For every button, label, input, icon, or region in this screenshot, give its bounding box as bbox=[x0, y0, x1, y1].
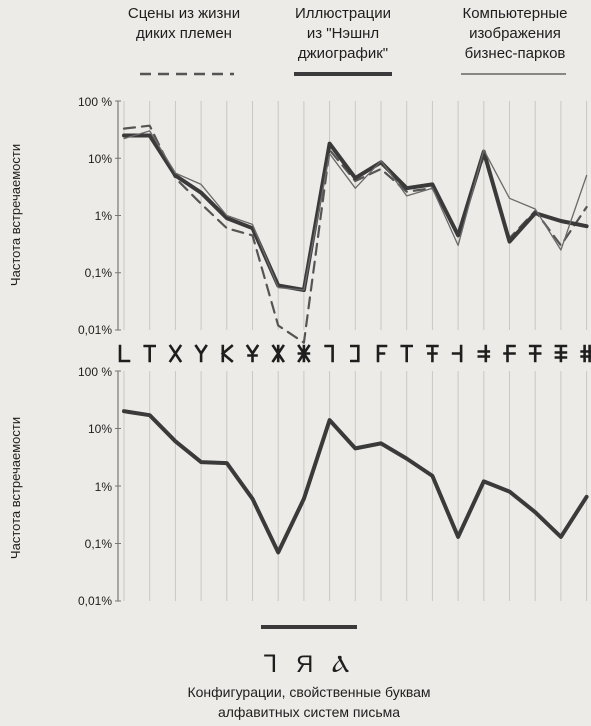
top-chart: 100 % 10% 1% 0,1% 0,01% Частота встречае… bbox=[8, 95, 591, 363]
legend-label-2-line-1: Иллюстрации bbox=[295, 5, 391, 22]
bottom-legend-line-1: Конфигурации, свойственные буквам bbox=[187, 684, 430, 700]
legend-label-3-line-2: изображения bbox=[469, 25, 561, 42]
top-ytick-100: 100 % bbox=[78, 95, 112, 109]
category-glyph-18 bbox=[554, 344, 568, 363]
category-glyph-17 bbox=[528, 344, 542, 363]
top-ytick-1: 1% bbox=[95, 209, 113, 223]
bottom-ytick-10: 10% bbox=[88, 422, 112, 436]
top-series-line-3 bbox=[123, 130, 588, 291]
bottom-ytick-1: 1% bbox=[95, 480, 113, 494]
category-glyph-6 bbox=[245, 344, 260, 363]
bottom-grid bbox=[115, 370, 588, 602]
category-glyph-9 bbox=[324, 344, 334, 363]
bottom-ytick-100: 100 % bbox=[78, 365, 112, 379]
bottom-series-line-1 bbox=[122, 409, 589, 555]
category-glyph-4 bbox=[194, 344, 208, 363]
category-glyph-13 bbox=[426, 344, 439, 363]
top-series bbox=[122, 124, 589, 344]
category-glyph-10 bbox=[350, 344, 360, 363]
bottom-chart: 100 % 10% 1% 0,1% 0,01% Частота встречае… bbox=[8, 365, 589, 608]
top-ytick-10: 10% bbox=[88, 152, 112, 166]
top-category-labels bbox=[118, 344, 591, 363]
bottom-legend: ᒣ Я Ⲁ Конфигурации, свойственные буквам … bbox=[187, 625, 431, 720]
category-glyph-19 bbox=[580, 344, 591, 363]
category-glyph-7 bbox=[271, 344, 286, 363]
top-grid bbox=[115, 100, 588, 331]
top-ytick-001: 0,01% bbox=[78, 323, 112, 337]
category-glyph-11 bbox=[376, 344, 388, 363]
bottom-ytick-001: 0,01% bbox=[78, 594, 112, 608]
category-glyph-15 bbox=[477, 344, 491, 363]
legend-label-1-line-1: Сцены из жизни bbox=[128, 5, 240, 22]
legend-label-2-line-3: джиографик" bbox=[298, 45, 388, 62]
category-glyph-8 bbox=[297, 344, 311, 363]
legend-label-2-line-2: из "Нэшнл bbox=[307, 25, 379, 42]
legend-label-3-line-1: Компьютерные bbox=[462, 5, 567, 22]
bottom-ytick-01: 0,1% bbox=[85, 537, 113, 551]
legend: Сцены из жизни диких племен Иллюстрации … bbox=[128, 5, 568, 76]
legend-label-3-line-3: бизнес-парков bbox=[465, 45, 566, 62]
category-glyph-2 bbox=[143, 344, 156, 363]
category-glyph-14 bbox=[451, 344, 463, 363]
category-glyph-5 bbox=[220, 344, 234, 363]
category-glyph-12 bbox=[400, 344, 413, 363]
bottom-series bbox=[122, 409, 589, 555]
category-glyph-3 bbox=[168, 344, 183, 363]
bottom-legend-line-2: алфавитных систем письма bbox=[218, 704, 400, 720]
top-ytick-01: 0,1% bbox=[85, 266, 113, 280]
legend-label-1-line-2: диких племен bbox=[136, 25, 232, 42]
bottom-legend-glyphs: ᒣ Я Ⲁ bbox=[263, 651, 356, 678]
category-glyph-16 bbox=[503, 344, 516, 363]
top-ylabel: Частота встречаемости bbox=[8, 144, 23, 286]
category-glyph-1 bbox=[118, 344, 131, 363]
top-series-line-2 bbox=[122, 133, 589, 292]
bottom-ylabel: Частота встречаемости bbox=[8, 417, 23, 559]
